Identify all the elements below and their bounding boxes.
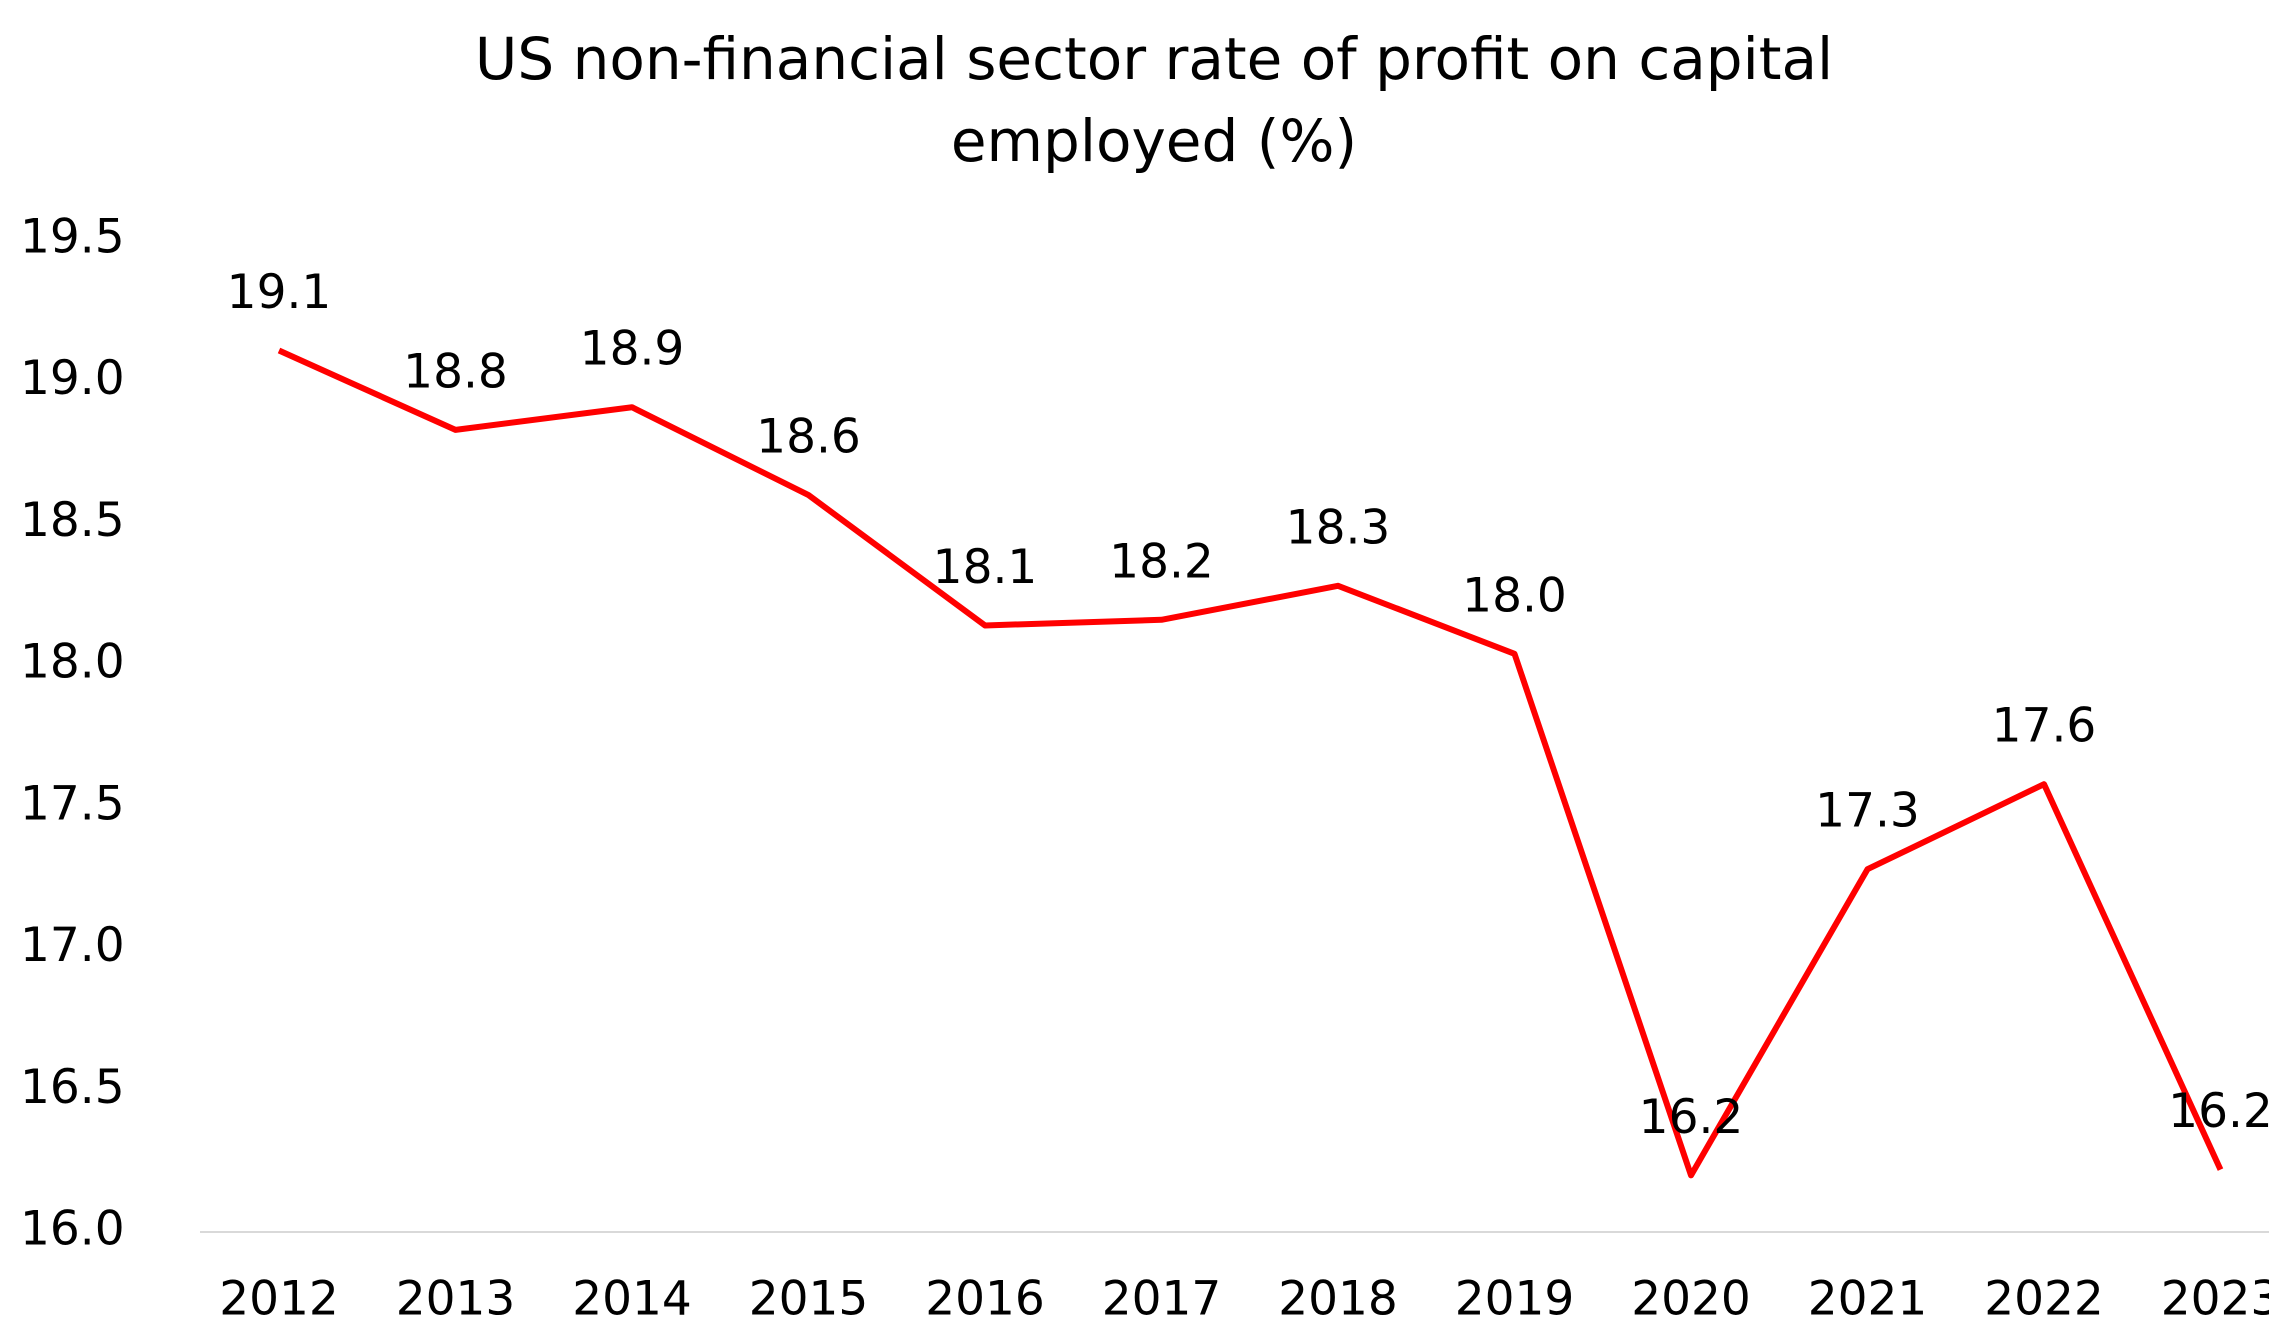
y-tick-label: 17.5	[20, 776, 125, 831]
data-label: 18.1	[933, 540, 1038, 595]
y-tick-label: 19.0	[20, 351, 125, 406]
x-tick-label: 2020	[1631, 1272, 1751, 1327]
data-label: 17.3	[1815, 784, 1920, 839]
data-label: 18.3	[1286, 500, 1391, 555]
x-tick-label: 2018	[1278, 1272, 1398, 1327]
data-label: 16.2	[1639, 1090, 1744, 1145]
x-tick-label: 2012	[219, 1272, 339, 1327]
x-tick-label: 2021	[1808, 1272, 1928, 1327]
data-label: 17.6	[1992, 699, 2097, 754]
data-label: 18.0	[1462, 568, 1567, 623]
y-tick-label: 16.0	[20, 1202, 125, 1257]
data-label: 18.2	[1109, 534, 1214, 589]
x-tick-label: 2013	[396, 1272, 516, 1327]
data-label: 19.1	[227, 265, 332, 320]
x-tick-label: 2019	[1455, 1272, 1575, 1327]
data-label: 18.8	[403, 344, 508, 399]
line	[277, 347, 2224, 1179]
x-tick-label: 2017	[1102, 1272, 1222, 1327]
chart-title: US non-financial sector rate of profit o…	[474, 25, 1834, 175]
y-tick-label: 19.5	[20, 210, 125, 265]
x-tick-label: 2015	[749, 1272, 869, 1327]
y-tick-label: 16.5	[20, 1060, 125, 1115]
x-tick-label: 2014	[572, 1272, 692, 1327]
x-tick-label: 2016	[925, 1272, 1045, 1327]
data-label: 16.2	[2168, 1084, 2269, 1139]
x-tick-label: 2022	[1984, 1272, 2104, 1327]
y-tick-label: 18.0	[20, 635, 125, 690]
y-tick-label: 17.0	[20, 918, 125, 973]
data-label: 18.9	[580, 322, 685, 377]
data-label: 18.6	[756, 410, 861, 465]
x-tick-label: 2023	[2161, 1272, 2269, 1327]
y-tick-label: 18.5	[20, 493, 125, 548]
